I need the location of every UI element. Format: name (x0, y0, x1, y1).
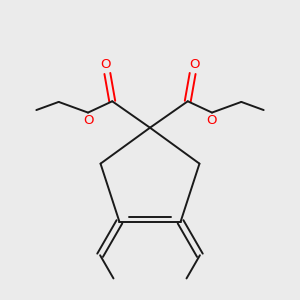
Text: O: O (189, 58, 200, 71)
Text: O: O (207, 114, 217, 127)
Text: O: O (100, 58, 111, 71)
Text: O: O (83, 114, 93, 127)
